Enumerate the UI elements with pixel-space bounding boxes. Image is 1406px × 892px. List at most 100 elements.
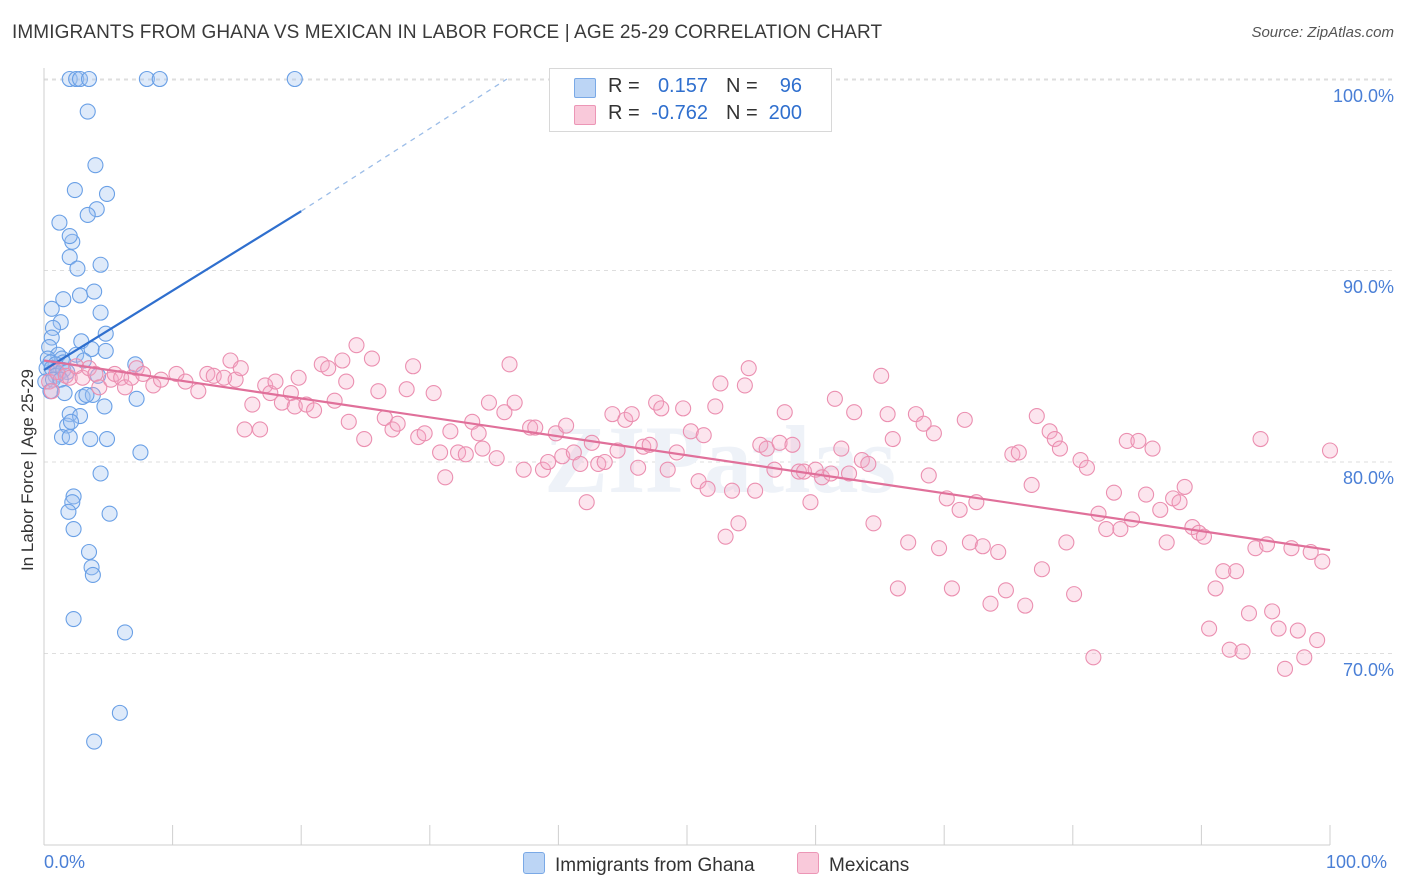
mexicans-point (1046, 430, 1063, 448)
mexicans-point (572, 455, 589, 472)
mexicans-point (1171, 494, 1188, 511)
mexicans-point (617, 411, 634, 428)
ghana-point (65, 520, 82, 538)
ghana-point (79, 103, 96, 120)
ghana-point (151, 70, 168, 88)
ghana-point (66, 182, 83, 199)
mexicans-point (915, 415, 932, 432)
mexicans-point (348, 337, 365, 354)
ghana-point (61, 249, 78, 266)
mexicans-point (356, 430, 373, 448)
mexicans-point (425, 385, 442, 402)
r-value: 0.157 (657, 75, 708, 97)
legend-item-mexicans[interactable]: Mexicans (797, 852, 909, 877)
mexicans-point (515, 461, 532, 478)
mexicans-point (771, 434, 788, 451)
mexicans-point (326, 392, 343, 409)
mexicans-point (974, 538, 991, 555)
mexicans-point (1138, 486, 1155, 503)
legend-item-ghana[interactable]: Immigrants from Ghana (523, 852, 755, 877)
mexicans-point (1221, 641, 1238, 658)
ghana-point (88, 201, 105, 218)
ghana-point (286, 70, 303, 88)
mexicans-point (1321, 442, 1339, 459)
r-value: -0.762 (651, 102, 708, 124)
mexicans-point (860, 455, 877, 472)
ghana-point (82, 430, 99, 448)
mexicans-point (389, 415, 406, 432)
mexicans-point (675, 400, 692, 417)
mexicans-point (943, 580, 960, 597)
ghana-point (61, 429, 78, 446)
mexicans-point (416, 425, 433, 442)
ghana-point (97, 342, 114, 359)
mexicans-point (1228, 563, 1245, 580)
ghana-swatch (523, 852, 545, 874)
mexicans-point (470, 425, 487, 442)
mexicans-point (405, 358, 422, 375)
source-credit: Source: ZipAtlas.com (1251, 24, 1394, 41)
ghana-point (80, 70, 98, 88)
mexicans-point (480, 394, 498, 411)
mexicans-point (956, 411, 973, 428)
mexicans-point (1023, 476, 1040, 494)
mexicans-point (1112, 520, 1129, 538)
ghana-point (116, 624, 134, 641)
mexicans-point (982, 595, 999, 612)
ghana-point (61, 227, 78, 245)
mexicans-point (1066, 586, 1083, 603)
mexicans-point (1276, 660, 1294, 677)
mexicans-point (338, 373, 355, 390)
y-axis-label: In Labor Force | Age 25-29 (18, 369, 37, 571)
ghana-point (78, 386, 95, 404)
mexicans-point (623, 406, 640, 423)
ghana-point (111, 704, 128, 721)
ghana-point (92, 256, 109, 273)
mexicans-point (1004, 446, 1021, 463)
mexicans-point (578, 494, 595, 511)
mexicans-point (695, 427, 712, 444)
mexicans-point (931, 540, 948, 557)
mexicans-point (363, 350, 380, 367)
mexicans-point (1314, 553, 1331, 570)
mexicans-point (1033, 561, 1050, 578)
ghana-point (86, 283, 103, 300)
ghana-point (80, 543, 98, 561)
ghana-point (65, 610, 82, 628)
mexicans-point (736, 377, 753, 394)
mexicans-point (251, 421, 269, 438)
ghana-point (56, 385, 73, 402)
mexicans-point (1144, 440, 1161, 457)
r-label: R = (608, 102, 640, 124)
mexicans-point (730, 515, 747, 532)
mexicans-point (776, 404, 793, 421)
mexicans-point (659, 461, 676, 478)
mexicans-point (707, 398, 724, 415)
mexicans-point (747, 482, 764, 499)
n-label: N = (726, 75, 758, 97)
mexicans-point (1010, 444, 1027, 461)
ghana-swatch (574, 78, 596, 98)
mexicans-point (340, 413, 357, 430)
ghana-point (98, 185, 116, 202)
trend-line-ghana (43, 210, 302, 372)
x-tick-min: 0.0% (44, 852, 86, 872)
y-tick-90: 90.0% (1342, 277, 1394, 297)
trend-line-ghana-extension (300, 78, 508, 212)
mexicans-point (1098, 520, 1115, 538)
y-tick-70: 70.0% (1342, 660, 1394, 680)
n-value: 96 (779, 75, 802, 97)
mexicans-point (865, 515, 882, 532)
mexicans-point (43, 383, 60, 400)
mexicans-point (1289, 622, 1306, 639)
mexicans-point (1234, 643, 1251, 660)
ghana-point (60, 503, 77, 520)
ghana-point (55, 291, 72, 308)
ghana-point (92, 304, 109, 321)
axes (43, 68, 1331, 846)
mexicans-point (826, 390, 843, 407)
stats-legend: R = 0.157 N = 96 R = -0.762 N = 200 (549, 68, 832, 132)
mexicans-point (884, 430, 901, 448)
mexicans-point (846, 404, 863, 421)
ghana-point (71, 70, 89, 88)
